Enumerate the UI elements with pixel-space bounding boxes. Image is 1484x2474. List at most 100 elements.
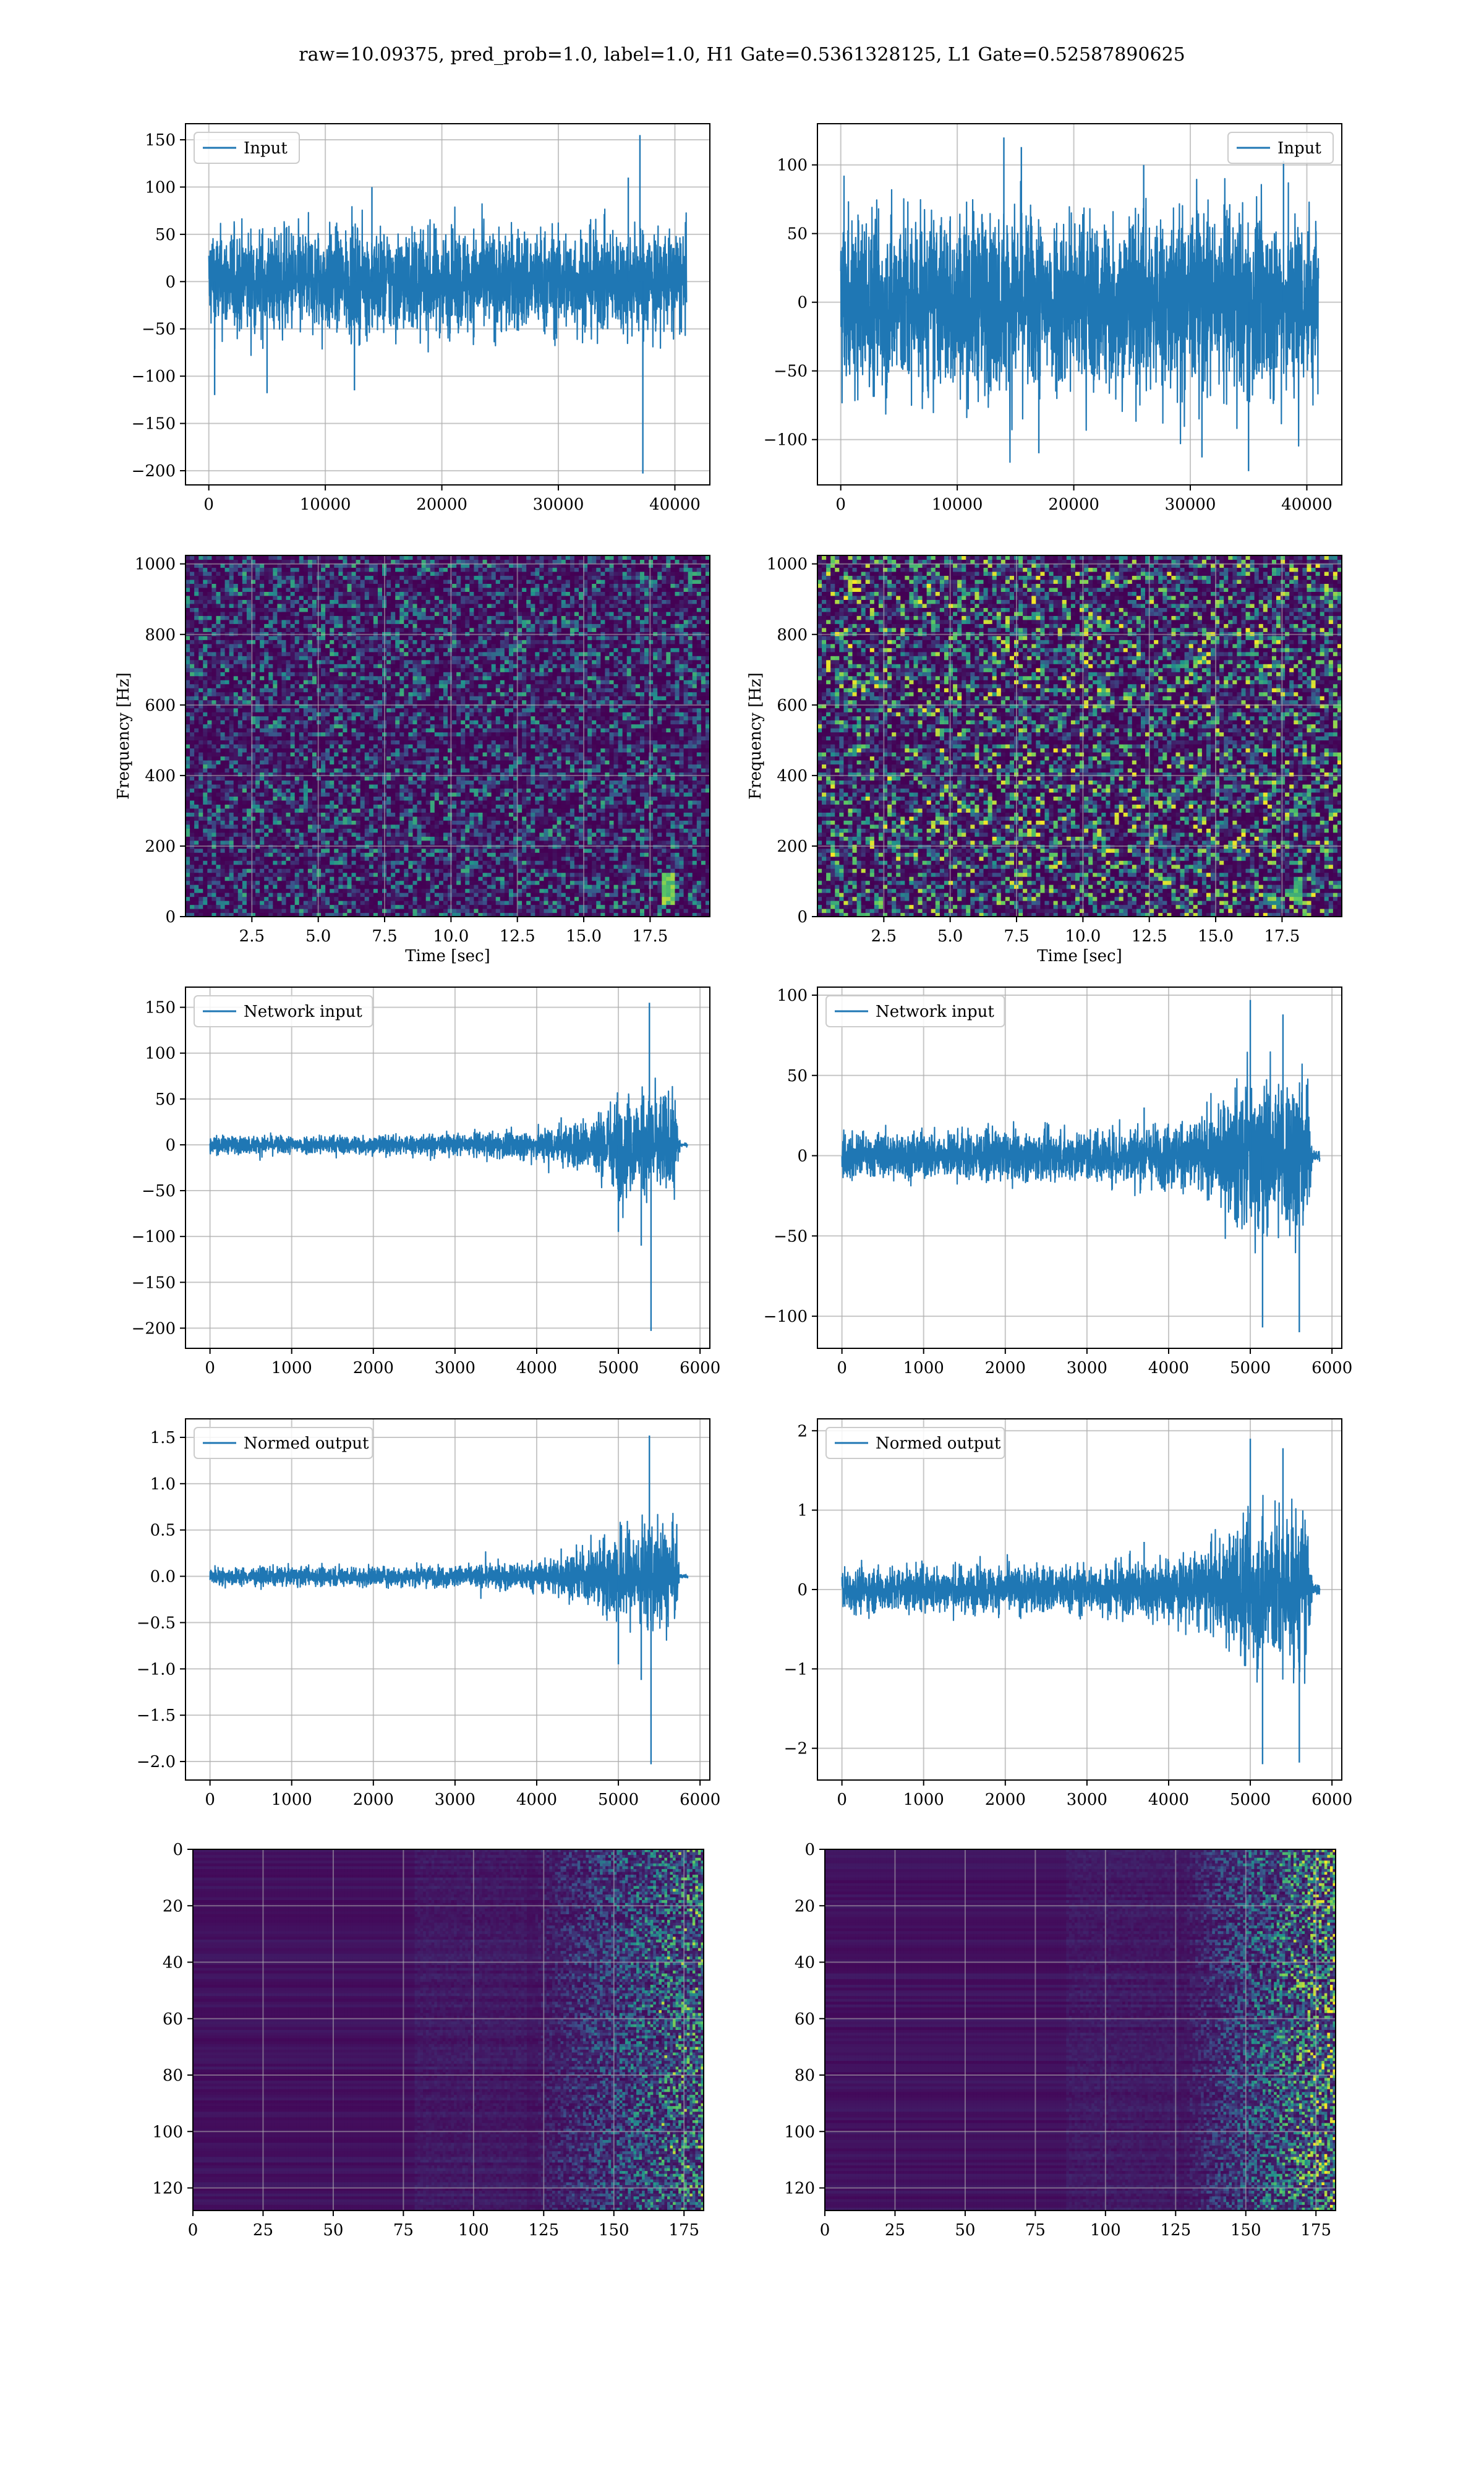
- spectrogram-cell: [487, 833, 492, 837]
- spectrogram-cell: [325, 764, 330, 768]
- spectrogram-cell: [330, 808, 335, 813]
- spectrogram-cell: [211, 833, 216, 837]
- spectrogram-cell: [478, 808, 483, 813]
- spectrogram-cell: [435, 780, 440, 784]
- spectrogram-cell: [443, 857, 448, 861]
- spectrogram-cell: [426, 784, 431, 789]
- spectrogram-cell: [343, 828, 348, 833]
- spectrogram-cell: [688, 881, 693, 885]
- spectrogram-cell: [461, 764, 466, 768]
- spectrogram-cell: [688, 824, 693, 829]
- spectrogram-cell: [391, 768, 396, 773]
- spectrogram-cell: [662, 784, 667, 789]
- spectrogram-cell: [657, 892, 662, 897]
- spectrogram-cell: [570, 865, 575, 869]
- spectrogram-cell: [186, 909, 190, 913]
- spectrogram-cell: [539, 897, 544, 901]
- spectrogram-cell: [469, 881, 474, 885]
- spectrogram-cell: [221, 804, 226, 808]
- spectrogram-cell: [627, 828, 632, 833]
- spectrogram-cell: [238, 764, 243, 768]
- spectrogram-cell: [229, 897, 234, 901]
- spectrogram-cell: [216, 876, 221, 881]
- spectrogram-cell: [623, 860, 628, 865]
- spectrogram-cell: [684, 897, 689, 901]
- spectrogram-cell: [657, 897, 662, 901]
- spectrogram-cell: [330, 873, 335, 877]
- spectrogram-cell: [518, 820, 522, 824]
- spectrogram-cell: [426, 889, 431, 893]
- spectrogram-cell: [587, 833, 592, 837]
- spectrogram-cell: [325, 820, 330, 824]
- spectrogram-cell: [225, 796, 230, 800]
- spectrogram-cell: [417, 892, 422, 897]
- spectrogram-cell: [522, 808, 527, 813]
- spectrogram-cell: [693, 836, 697, 841]
- spectrogram-cell: [561, 857, 566, 861]
- spectrogram-cell: [422, 780, 427, 784]
- spectrogram-cell: [544, 800, 548, 805]
- spectrogram-cell: [186, 800, 190, 805]
- spectrogram-cell: [618, 865, 623, 869]
- spectrogram-cell: [680, 760, 684, 764]
- spectrogram-cell: [399, 841, 404, 845]
- spectrogram-cell: [198, 828, 203, 833]
- spectrogram-cell: [225, 892, 230, 897]
- spectrogram-cell: [211, 876, 216, 881]
- spectrogram-cell: [535, 868, 540, 873]
- spectrogram-cell: [330, 792, 335, 797]
- spectrogram-cell: [670, 868, 675, 873]
- spectrogram-cell: [478, 905, 483, 909]
- spectrogram-cell: [574, 796, 579, 800]
- spectrogram-cell: [505, 873, 510, 877]
- spectrogram-cell: [422, 760, 427, 764]
- spectrogram-cell: [657, 784, 662, 789]
- spectrogram-cell: [666, 756, 671, 760]
- spectrogram-cell: [417, 860, 422, 865]
- spectrogram-cell: [268, 828, 273, 833]
- spectrogram-cell: [260, 836, 265, 841]
- spectrogram-cell: [260, 828, 265, 833]
- y-tick-label: −200: [132, 462, 176, 481]
- spectrogram-cell: [596, 800, 601, 805]
- spectrogram-cell: [203, 860, 208, 865]
- spectrogram-cell: [688, 776, 693, 781]
- spectrogram-cell: [203, 812, 208, 816]
- spectrogram-cell: [286, 865, 291, 869]
- spectrogram-cell: [614, 820, 619, 824]
- spectrogram-cell: [649, 808, 654, 813]
- spectrogram-cell: [666, 792, 671, 797]
- spectrogram-cell: [605, 897, 610, 901]
- spectrogram-cell: [255, 889, 260, 893]
- spectrogram-cell: [264, 905, 269, 909]
- spectrogram-cell: [518, 824, 522, 829]
- spectrogram-cell: [378, 905, 383, 909]
- spectrogram-cell: [539, 784, 544, 789]
- legend-label: Input: [1277, 139, 1321, 158]
- spectrogram-cell: [312, 865, 317, 869]
- spectrogram-cell: [207, 816, 212, 821]
- spectrogram-cell: [526, 812, 531, 816]
- spectrogram-cell: [505, 889, 510, 893]
- spectrogram-cell: [211, 852, 216, 857]
- spectrogram-cell: [299, 881, 304, 885]
- spectrogram-cell: [557, 824, 562, 829]
- spectrogram-cell: [653, 833, 658, 837]
- spectrogram-cell: [435, 849, 440, 853]
- spectrogram-cell: [221, 776, 226, 781]
- spectrogram-cell: [474, 860, 479, 865]
- spectrogram-cell: [308, 788, 313, 792]
- spectrogram-cell: [614, 873, 619, 877]
- spectrogram-cell: [474, 876, 479, 881]
- spectrogram-cell: [614, 788, 619, 792]
- spectrogram-cell: [373, 816, 378, 821]
- spectrogram-cell: [487, 905, 492, 909]
- spectrogram-cell: [670, 849, 675, 853]
- spectrogram-cell: [496, 792, 501, 797]
- spectrogram-cell: [264, 792, 269, 797]
- spectrogram-cell: [216, 816, 221, 821]
- spectrogram-cell: [614, 824, 619, 829]
- spectrogram-cell: [430, 804, 435, 808]
- spectrogram-cell: [474, 792, 479, 797]
- spectrogram-cell: [221, 764, 226, 768]
